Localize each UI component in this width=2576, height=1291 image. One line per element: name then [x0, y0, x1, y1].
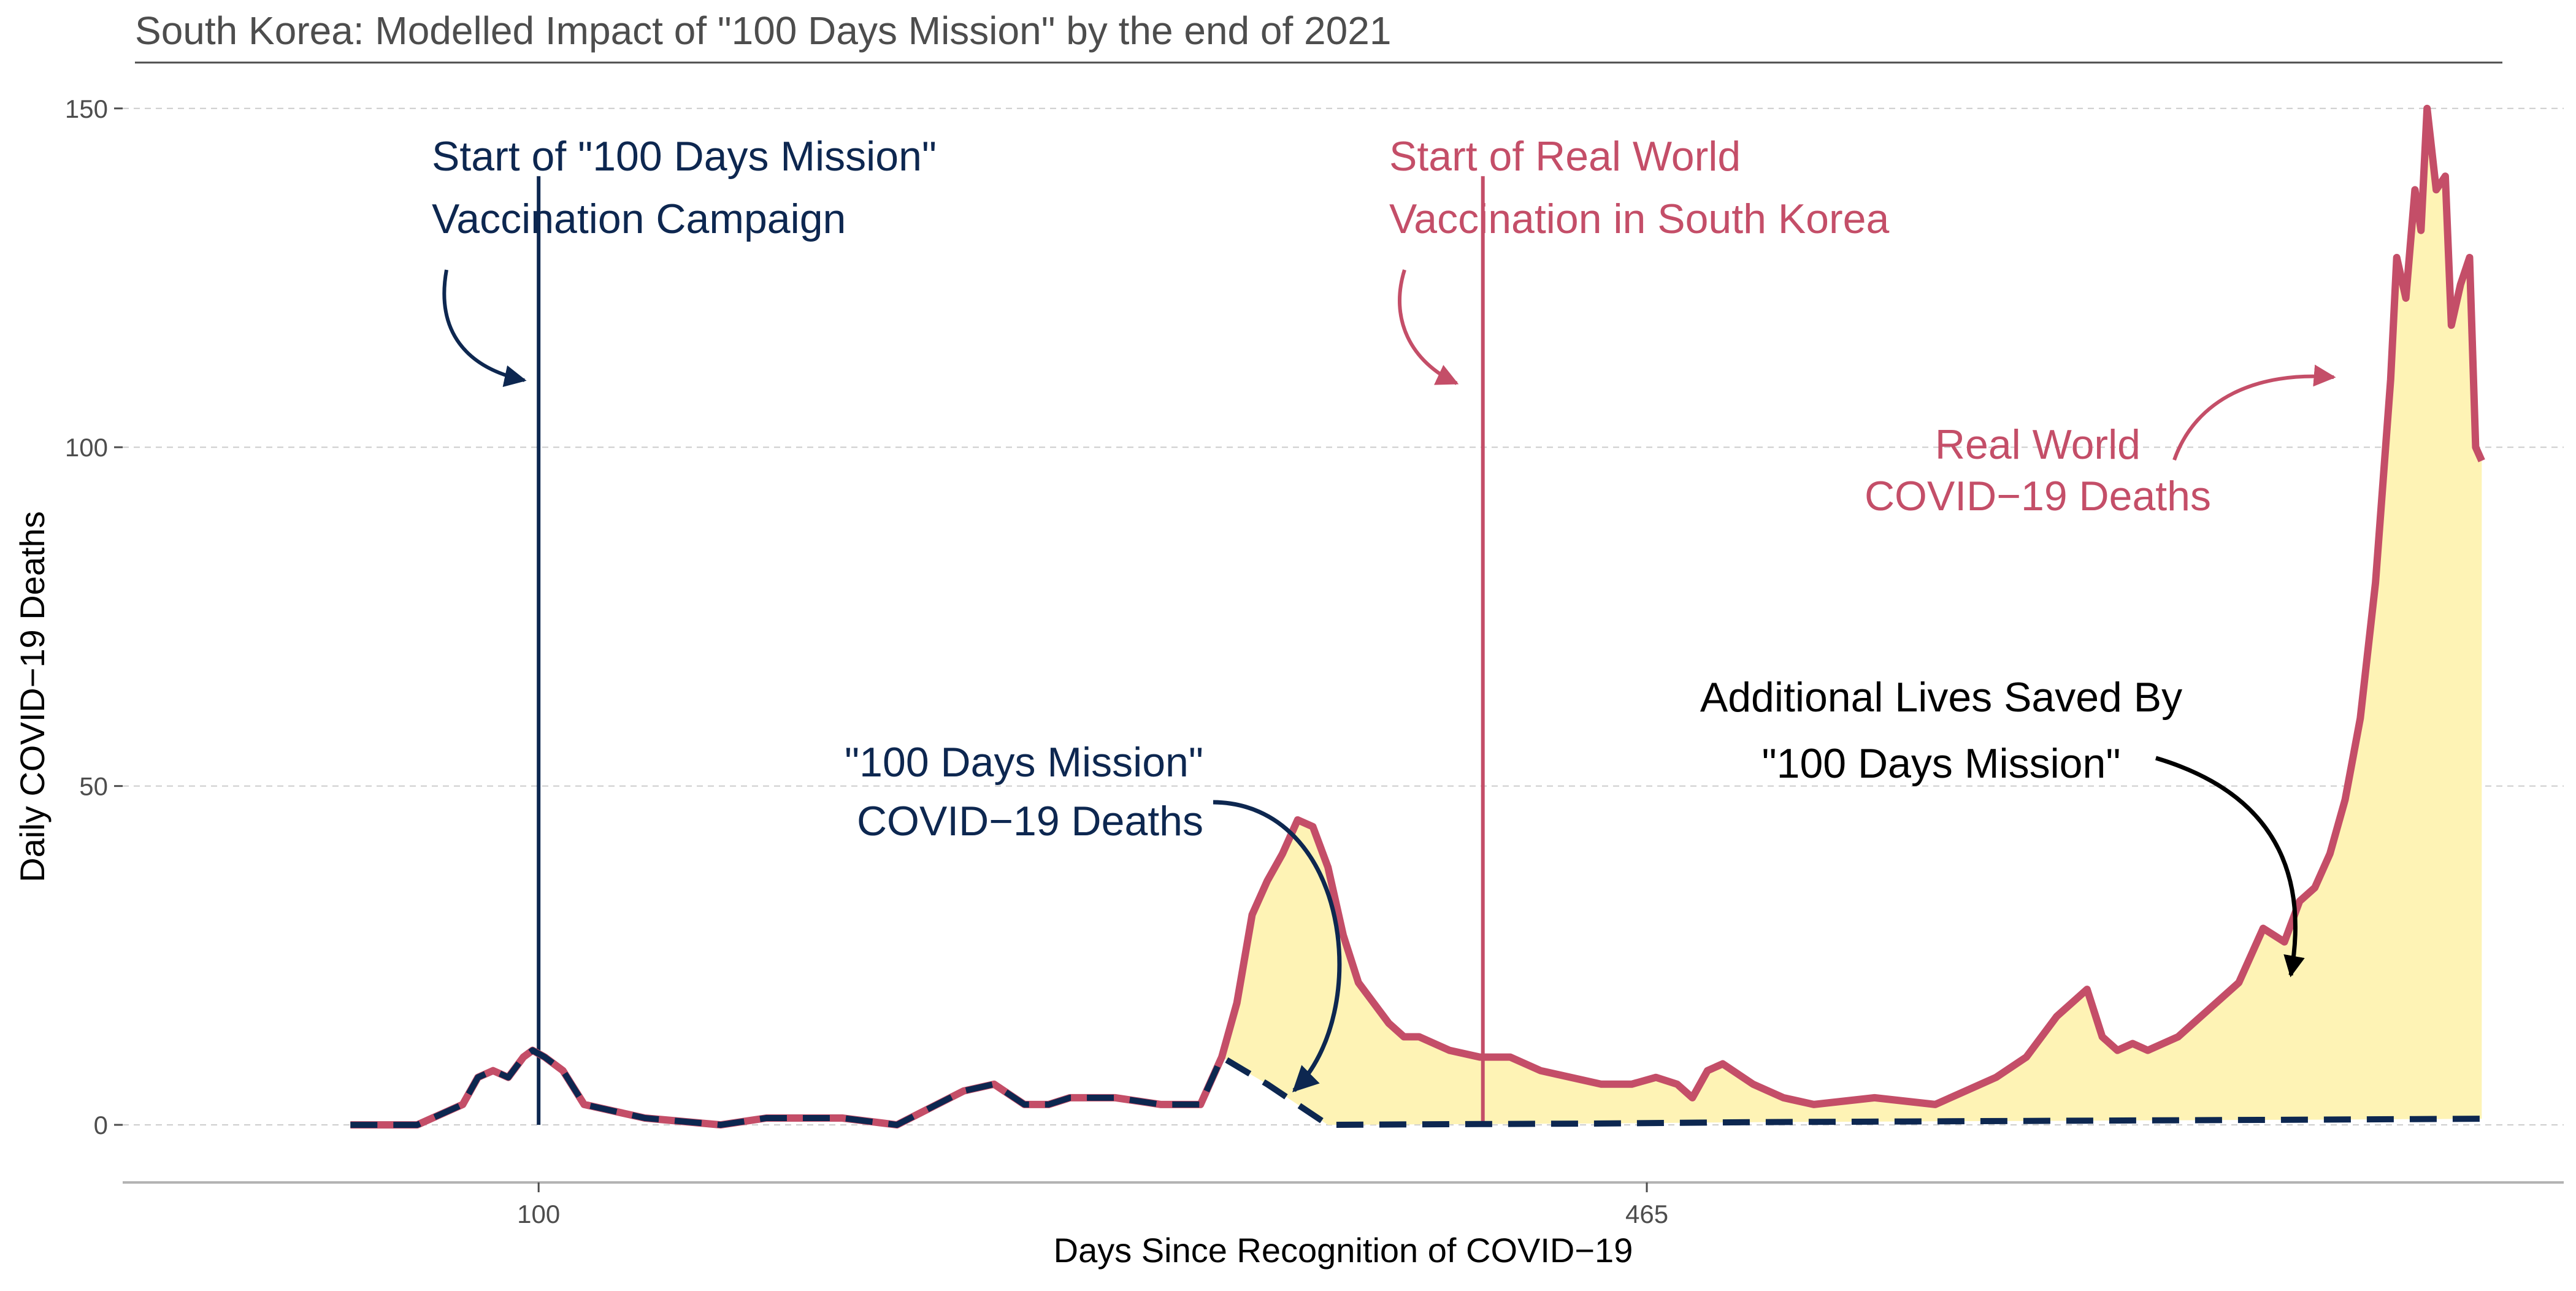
- mission-start-arrow: [442, 269, 527, 387]
- y-tick-label-0: 0: [94, 1111, 108, 1140]
- mission-deaths-annotation-line-1: "100 Days Mission": [845, 739, 1203, 786]
- y-tick-labels: 0 50 100 150: [65, 94, 123, 1140]
- x-axis-title: Days Since Recognition of COVID−19: [1054, 1231, 1633, 1270]
- x-tick-label-465: 465: [1625, 1200, 1668, 1228]
- real-world-deaths-line: [350, 104, 2485, 1129]
- real-deaths-annotation-line-1: Real World: [1935, 421, 2141, 468]
- lives-saved-area: [1200, 108, 2482, 1125]
- mission-start-annotation-line-2: Vaccination Campaign: [432, 196, 846, 242]
- y-tick-label-150: 150: [65, 94, 108, 123]
- mission-deaths-annotation-line-2: COVID−19 Deaths: [857, 798, 1203, 845]
- lives-saved-annotation-line-1: Additional Lives Saved By: [1700, 674, 2182, 721]
- x-tick-label-100: 100: [517, 1200, 560, 1228]
- y-axis-title: Daily COVID−19 Deaths: [13, 511, 52, 882]
- y-tick-label-50: 50: [79, 772, 108, 801]
- lives-saved-arrow: [2155, 756, 2305, 978]
- real-start-arrow: [1398, 269, 1459, 385]
- x-tick-labels: 100 465: [517, 1182, 1668, 1228]
- real-start-annotation-line-2: Vaccination in South Korea: [1389, 196, 1889, 242]
- real-start-annotation-line-1: Start of Real World: [1389, 133, 1741, 180]
- mission-deaths-arrow: [1213, 800, 1342, 1092]
- y-tick-label-100: 100: [65, 433, 108, 462]
- lives-saved-annotation-line-2: "100 Days Mission": [1762, 740, 2121, 787]
- real-deaths-arrow: [2172, 364, 2336, 461]
- real-deaths-annotation-line-2: COVID−19 Deaths: [1865, 473, 2211, 519]
- mission-start-annotation-line-1: Start of "100 Days Mission": [432, 133, 937, 180]
- chart-title: South Korea: Modelled Impact of "100 Day…: [135, 9, 1391, 53]
- mission-deaths-line: [350, 1047, 2482, 1128]
